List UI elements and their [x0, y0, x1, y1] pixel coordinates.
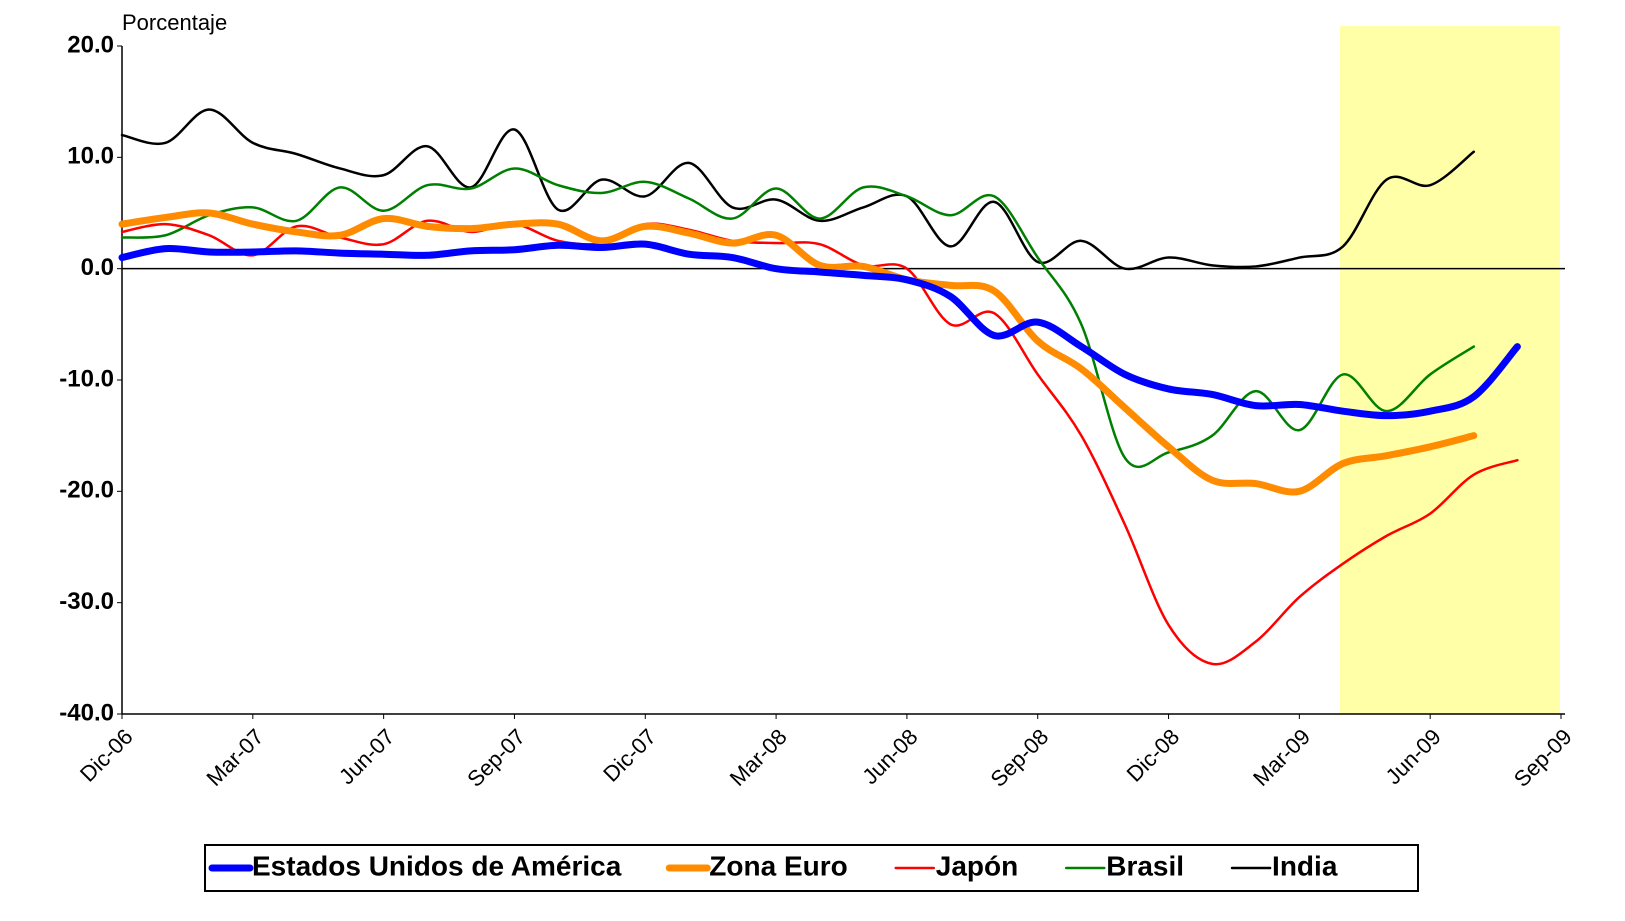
- legend-label: Brasil: [1106, 850, 1184, 881]
- y-axis-label: Porcentaje: [122, 10, 227, 35]
- y-tick-label: -10.0: [59, 365, 114, 392]
- y-tick-label: -30.0: [59, 588, 114, 615]
- x-tick-label: Sep-09: [1509, 724, 1577, 792]
- x-tick-label: Dic-07: [598, 724, 661, 787]
- x-tick-label: Jun-08: [857, 724, 922, 789]
- series-line: [120, 108, 1476, 271]
- x-tick-label: Sep-08: [986, 724, 1054, 792]
- x-tick-label: Jun-07: [334, 724, 399, 789]
- x-tick-label: Sep-07: [462, 724, 530, 792]
- y-tick-label: 10.0: [67, 143, 114, 170]
- legend-box: [204, 844, 1419, 892]
- x-tick-label: Mar-08: [725, 724, 792, 791]
- y-tick-label: -40.0: [59, 699, 114, 726]
- x-tick-label: Jun-09: [1381, 724, 1446, 789]
- y-tick-label: 0.0: [81, 254, 114, 281]
- legend-label: Estados Unidos de América: [252, 850, 622, 881]
- highlight-band: [1340, 26, 1560, 714]
- x-tick-label: Mar-07: [202, 724, 269, 791]
- y-tick-label: -20.0: [59, 477, 114, 504]
- x-tick-label: Dic-06: [75, 724, 138, 787]
- x-tick-label: Mar-09: [1248, 724, 1315, 791]
- legend-label: Zona Euro: [709, 850, 847, 881]
- series-line: [118, 209, 1478, 496]
- series-line: [118, 240, 1521, 420]
- series-line: [120, 219, 1519, 666]
- y-tick-label: 20.0: [67, 31, 114, 58]
- x-tick-label: Dic-08: [1122, 724, 1185, 787]
- legend-label: India: [1272, 850, 1338, 881]
- legend-label: Japón: [936, 850, 1018, 881]
- series-line: [120, 167, 1476, 469]
